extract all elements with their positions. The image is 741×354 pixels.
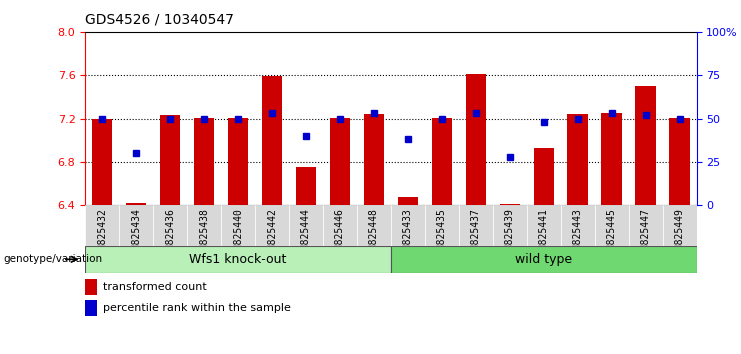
Bar	[534, 148, 554, 205]
Text: GSM825440: GSM825440	[233, 209, 243, 262]
Bar	[594, 205, 628, 246]
Bar	[459, 205, 493, 246]
Text: GSM825448: GSM825448	[369, 209, 379, 262]
Bar	[92, 119, 113, 205]
Text: percentile rank within the sample: percentile rank within the sample	[103, 303, 291, 313]
Bar	[262, 76, 282, 205]
Text: GSM825438: GSM825438	[199, 209, 209, 262]
Text: GSM825433: GSM825433	[403, 209, 413, 262]
Text: GDS4526 / 10340547: GDS4526 / 10340547	[85, 12, 234, 26]
Text: genotype/variation: genotype/variation	[4, 254, 103, 264]
Text: GSM825437: GSM825437	[471, 209, 481, 262]
Text: GSM825435: GSM825435	[437, 209, 447, 262]
Text: GSM825444: GSM825444	[301, 209, 311, 262]
Text: GSM825439: GSM825439	[505, 209, 515, 262]
Text: GSM825436: GSM825436	[165, 209, 175, 262]
Bar	[255, 205, 289, 246]
Bar	[160, 115, 180, 205]
Bar	[357, 205, 391, 246]
Text: GSM825446: GSM825446	[335, 209, 345, 262]
Text: GSM825449: GSM825449	[674, 209, 685, 262]
Text: Wfs1 knock-out: Wfs1 knock-out	[190, 253, 287, 266]
Bar	[669, 118, 690, 205]
Bar	[635, 86, 656, 205]
Bar	[527, 205, 561, 246]
Bar	[493, 205, 527, 246]
Bar	[398, 196, 418, 205]
Bar	[85, 300, 97, 316]
Bar	[391, 205, 425, 246]
Bar	[602, 113, 622, 205]
Bar	[628, 205, 662, 246]
Bar	[465, 74, 486, 205]
Bar	[330, 118, 350, 205]
Bar	[85, 279, 97, 295]
Bar	[85, 246, 391, 273]
Bar	[289, 205, 323, 246]
Bar	[221, 205, 255, 246]
Bar	[425, 205, 459, 246]
Bar	[194, 118, 214, 205]
Bar	[568, 114, 588, 205]
Bar	[85, 205, 119, 246]
Bar	[153, 205, 187, 246]
Bar	[227, 118, 248, 205]
Bar	[187, 205, 221, 246]
Text: GSM825441: GSM825441	[539, 209, 548, 262]
Bar	[499, 204, 520, 205]
Text: GSM825447: GSM825447	[641, 209, 651, 262]
Bar	[323, 205, 357, 246]
Text: wild type: wild type	[515, 253, 572, 266]
Bar	[126, 203, 146, 205]
Text: GSM825443: GSM825443	[573, 209, 582, 262]
Text: GSM825432: GSM825432	[97, 209, 107, 262]
Bar	[119, 205, 153, 246]
Bar	[391, 246, 697, 273]
Bar	[364, 114, 384, 205]
Bar	[296, 167, 316, 205]
Text: GSM825434: GSM825434	[131, 209, 141, 262]
Bar	[431, 118, 452, 205]
Bar	[561, 205, 594, 246]
Text: GSM825442: GSM825442	[267, 209, 277, 262]
Bar	[662, 205, 697, 246]
Text: GSM825445: GSM825445	[607, 209, 617, 262]
Text: transformed count: transformed count	[103, 282, 207, 292]
